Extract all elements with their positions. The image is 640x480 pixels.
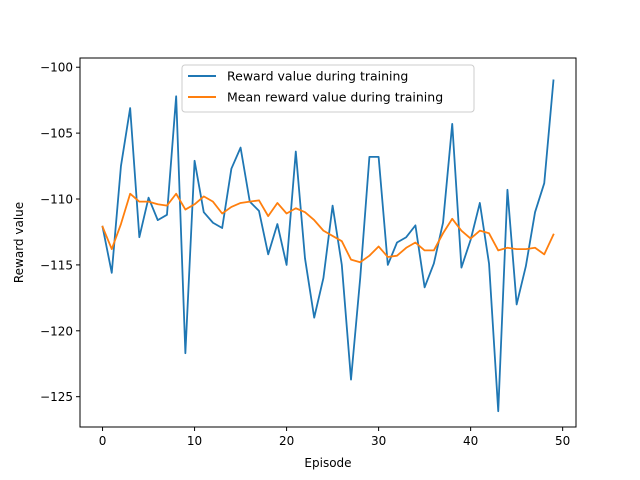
plot-lines — [101, 79, 555, 413]
x-tick-label: 10 — [187, 434, 202, 448]
y-tick-label: −105 — [40, 127, 73, 141]
series-line-mean-reward — [101, 192, 555, 264]
legend: Reward value during training Mean reward… — [181, 64, 475, 113]
legend-box — [181, 64, 475, 113]
x-tick-label: 0 — [99, 434, 107, 448]
x-tick-label: 40 — [463, 434, 478, 448]
plot-frame — [79, 57, 577, 428]
y-tick-label: −100 — [40, 61, 73, 75]
y-tick-label: −110 — [40, 193, 73, 207]
y-tick-label: −125 — [40, 390, 73, 404]
x-tick-label: 30 — [371, 434, 386, 448]
legend-label-reward: Reward value during training — [227, 69, 408, 84]
series-line-reward — [101, 79, 555, 413]
x-tick-label: 20 — [279, 434, 294, 448]
x-tick-label: 50 — [555, 434, 570, 448]
x-axis: 0 10 20 30 40 50 — [99, 427, 570, 448]
x-axis-label: Episode — [304, 456, 351, 470]
legend-label-mean-reward: Mean reward value during training — [227, 90, 443, 105]
y-axis-label: Reward value — [12, 202, 26, 283]
y-tick-label: −120 — [40, 324, 73, 338]
y-axis: −125 −120 −115 −110 −105 −100 — [40, 61, 80, 404]
y-tick-label: −115 — [40, 258, 73, 272]
